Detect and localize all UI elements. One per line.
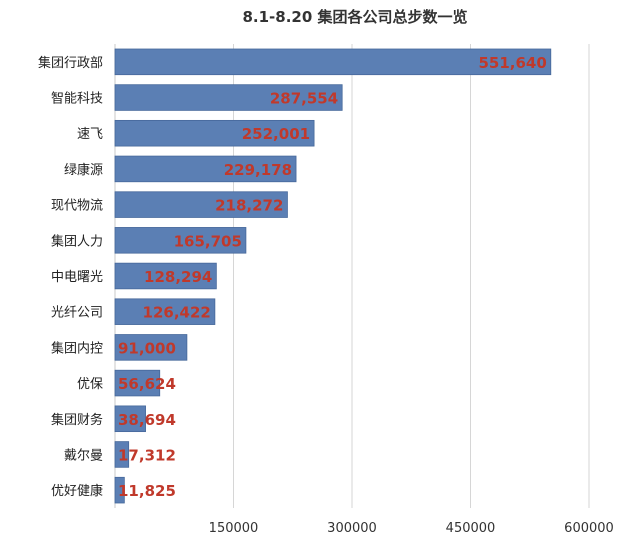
value-label: 128,294 (144, 268, 212, 286)
bar (114, 334, 188, 361)
value-label: 165,705 (174, 232, 242, 250)
value-label: 287,554 (270, 90, 338, 108)
chart-title: 8.1-8.20 集团各公司总步数一览 (242, 8, 467, 26)
category-label: 优保 (77, 377, 103, 392)
x-tick-label: 150000 (209, 521, 259, 536)
category-label: 集团内控 (51, 340, 103, 356)
category-label: 绿康源 (64, 162, 103, 178)
category-label: 现代物流 (51, 199, 103, 214)
bar (114, 369, 161, 397)
category-label: 集团人力 (51, 233, 103, 249)
category-label: 速飞 (77, 127, 103, 142)
value-label: 11,825 (118, 482, 176, 500)
bar (114, 227, 247, 254)
label-layer: 集团行政部 551,640 智能科技 287,554 速飞 252,001 绿康源 229,1… (38, 54, 547, 500)
value-label: 252,001 (242, 125, 310, 143)
x-tick-label: 450000 (446, 521, 496, 536)
category-label: 集团行政部 (38, 55, 103, 71)
bar (114, 48, 552, 76)
bar (114, 476, 125, 504)
bar (114, 441, 130, 468)
x-tick-label: 600000 (564, 521, 614, 536)
x-tick-label: 300000 (327, 521, 377, 536)
category-label: 中电曙光 (51, 270, 103, 285)
category-label: 智能科技 (51, 92, 103, 107)
bar-layer (114, 48, 552, 504)
value-label: 551,640 (478, 54, 546, 72)
value-label: 229,178 (224, 161, 292, 179)
value-label: 38,694 (118, 411, 176, 429)
category-label: 优好健康 (51, 483, 103, 499)
bar (114, 191, 288, 218)
value-label: 218,272 (215, 197, 283, 215)
bar (114, 405, 146, 433)
value-label: 91,000 (118, 339, 176, 357)
bar (114, 155, 297, 183)
bar (114, 298, 216, 325)
bar (114, 119, 315, 147)
tick-layer: 150000 300000 450000 600000 (209, 521, 614, 536)
value-label: 56,624 (118, 375, 176, 393)
value-label: 17,312 (118, 446, 176, 464)
bar (114, 262, 217, 290)
bar (114, 84, 343, 111)
value-label: 126,422 (143, 304, 211, 322)
category-label: 光纤公司 (51, 306, 103, 321)
category-label: 集团财务 (51, 412, 103, 428)
category-label: 戴尔曼 (64, 448, 103, 463)
